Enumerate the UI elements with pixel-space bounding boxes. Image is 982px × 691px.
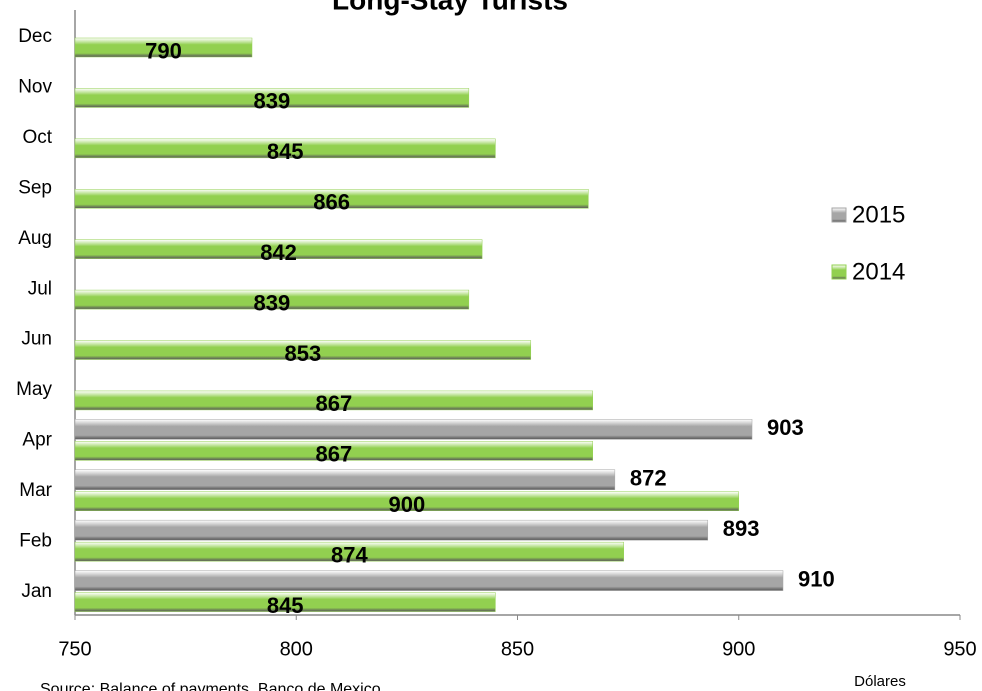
bar: [74, 570, 784, 591]
y-tick-label: Apr: [22, 430, 52, 451]
bar: [74, 519, 709, 541]
data-label: 900: [389, 492, 426, 517]
data-label: 839: [254, 290, 291, 315]
data-label: 790: [145, 38, 182, 63]
bar: [74, 469, 616, 490]
data-label: 845: [267, 593, 304, 618]
bar: [74, 419, 753, 440]
y-tick-label: May: [16, 379, 52, 400]
bar: [74, 441, 593, 461]
bar: [74, 289, 470, 310]
y-tick-label: Sep: [18, 177, 52, 198]
x-tick-label: 800: [280, 638, 313, 660]
bar: [74, 541, 624, 562]
y-tick-label: Oct: [22, 127, 52, 148]
y-tick-label: Nov: [18, 77, 52, 98]
y-tick-label: Aug: [18, 228, 52, 249]
bar: [74, 491, 739, 511]
x-tick-label: 750: [58, 638, 91, 660]
data-label: 867: [316, 442, 353, 467]
y-tick-label: Jun: [21, 329, 52, 350]
data-label: 853: [285, 341, 322, 366]
bar: [74, 189, 589, 209]
x-tick-label: 850: [501, 638, 534, 660]
data-label: 910: [798, 566, 835, 591]
data-label: 845: [267, 139, 304, 164]
y-tick-label: Feb: [19, 530, 52, 551]
data-label: 839: [254, 89, 291, 114]
x-tick-label: 950: [943, 638, 976, 660]
data-label: 874: [331, 542, 368, 567]
y-tick-label: Jul: [28, 278, 52, 299]
bar: [74, 138, 496, 159]
bar: [74, 340, 532, 360]
data-label: 903: [767, 415, 804, 440]
chart-title: Long-Stay Turists: [332, 0, 568, 15]
data-label: 872: [630, 466, 667, 491]
source-note: Source: Balance of payments, Banco de Me…: [40, 681, 381, 691]
y-tick-label: Dec: [18, 26, 52, 47]
x-tick-label: 900: [722, 638, 755, 660]
bar: [74, 88, 470, 108]
x-axis-label: Dólares: [854, 673, 906, 690]
data-label: 893: [723, 516, 760, 541]
data-label: 867: [316, 391, 353, 416]
data-label: 866: [313, 190, 350, 215]
bar: [74, 239, 483, 259]
bar: [74, 592, 496, 612]
legend-label: 2014: [852, 258, 905, 285]
legend-swatch: [831, 207, 847, 223]
y-tick-label: Mar: [19, 480, 52, 501]
bar: [74, 37, 253, 58]
legend-swatch: [831, 264, 847, 280]
bar: [74, 390, 593, 411]
y-tick-label: Jan: [21, 581, 52, 602]
data-label: 842: [260, 240, 297, 265]
legend-label: 2015: [852, 201, 905, 228]
